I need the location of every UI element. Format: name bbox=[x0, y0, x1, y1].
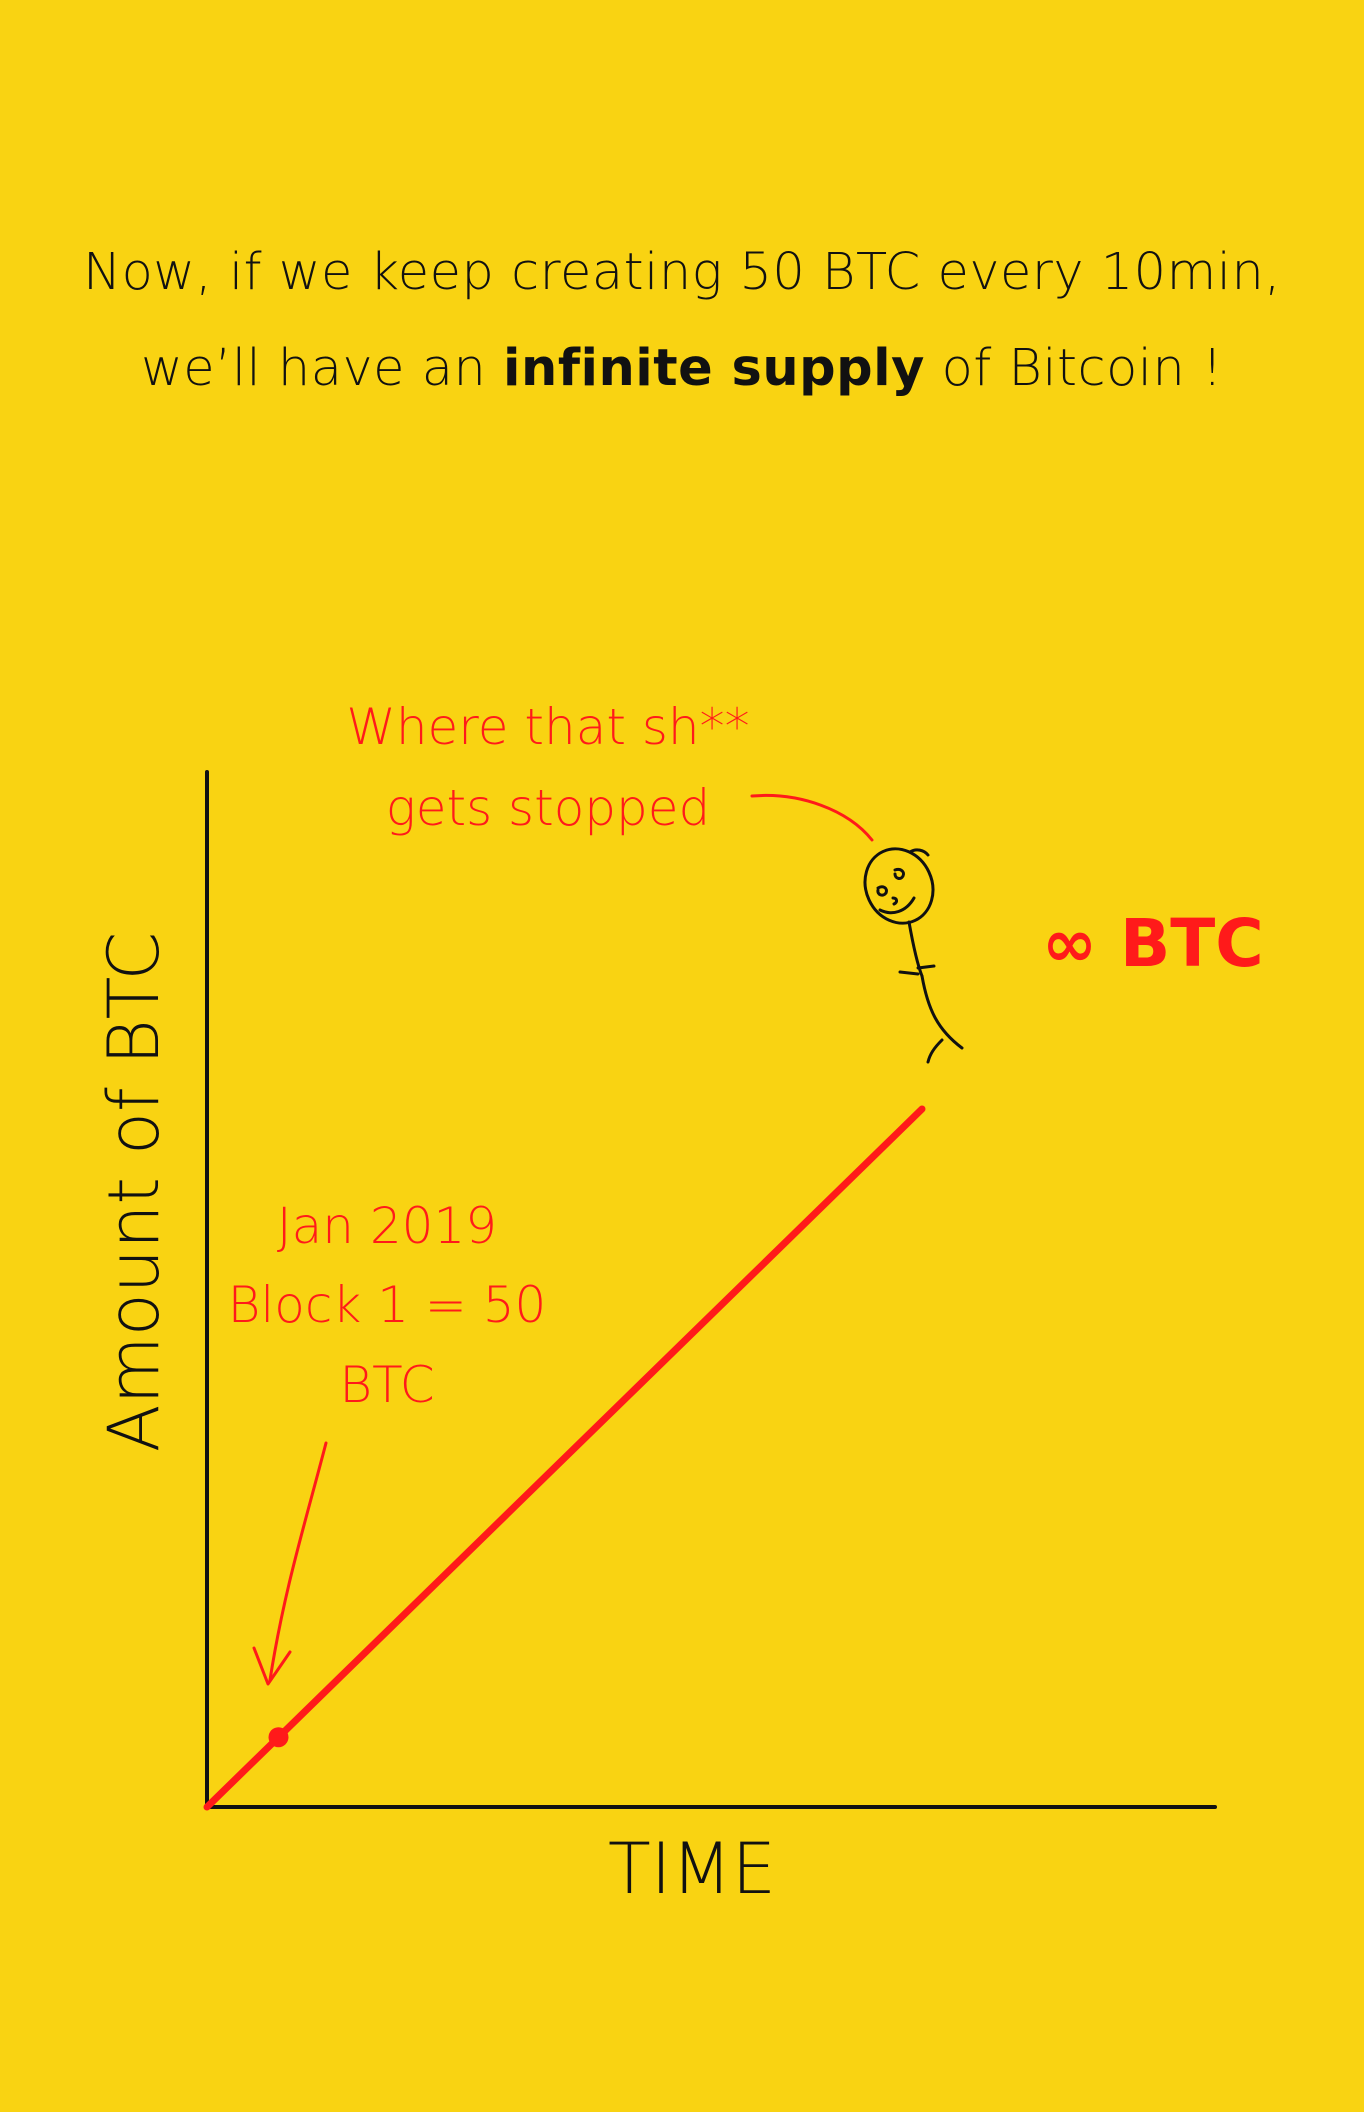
annotation-arrow-head bbox=[252, 1646, 292, 1686]
intro-line-2-start: we’ll have an bbox=[141, 339, 504, 398]
annotation-block: Block 1 = 50 bbox=[228, 1276, 547, 1334]
stop-annotation-arrow bbox=[750, 793, 874, 842]
annotation-btc: BTC bbox=[339, 1356, 434, 1414]
intro-line-1: Now, if we keep creating 50 BTC every 10… bbox=[82, 243, 1282, 302]
y-axis-label: Amount of BTC bbox=[93, 932, 175, 1452]
intro-text: Now, if we keep creating 50 BTC every 10… bbox=[0, 225, 1364, 417]
infinite-btc-label: ∞ BTC bbox=[1042, 905, 1264, 982]
annotation-date: Jan 2019 bbox=[277, 1197, 497, 1255]
stick-figure-icon bbox=[863, 847, 964, 1064]
block-1-point bbox=[268, 1727, 289, 1748]
infinite-supply-emphasis: infinite supply bbox=[503, 339, 925, 398]
intro-line-2: we’ll have an infinite supply of Bitcoin… bbox=[0, 321, 1364, 417]
stop-annotation-line-1: Where that sh** bbox=[346, 698, 749, 756]
intro-line-2-end: of Bitcoin ! bbox=[924, 339, 1223, 398]
x-axis-label: TIME bbox=[608, 1828, 776, 1910]
annotation-arrow bbox=[268, 1441, 328, 1682]
stop-annotation-line-2: gets stopped bbox=[386, 779, 711, 837]
